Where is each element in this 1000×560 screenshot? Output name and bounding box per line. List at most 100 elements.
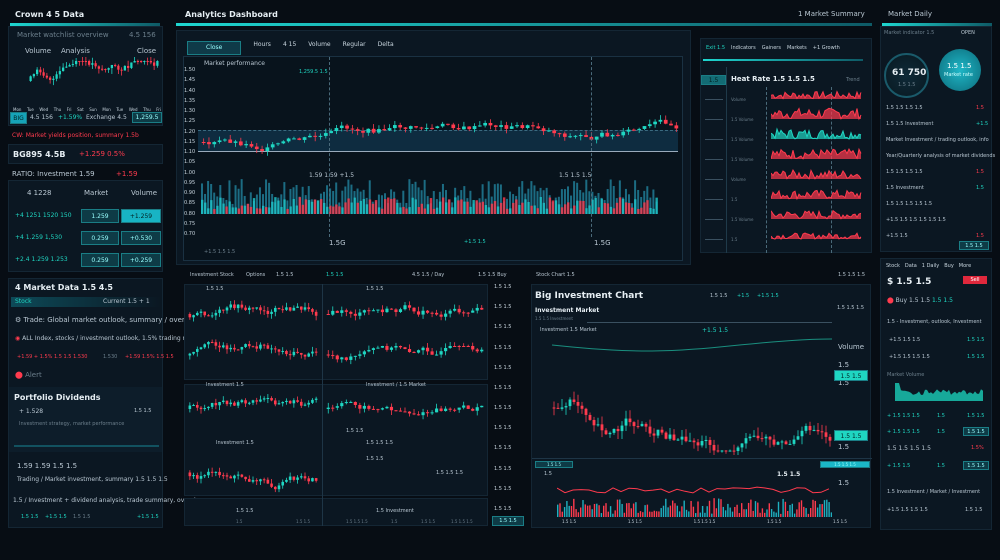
order-price: $ 1.5 1.5	[887, 277, 932, 287]
lower-tab[interactable]: 1.5 1.5 1.5	[820, 461, 870, 468]
big-badge[interactable]: BIG	[10, 112, 27, 124]
order-tab[interactable]: 1 Daily	[921, 263, 940, 269]
order-tab[interactable]: Data	[904, 263, 917, 269]
side-tab[interactable]: Indicators	[731, 45, 756, 51]
side-tab[interactable]: +1 Growth	[812, 45, 840, 51]
candle	[453, 409, 457, 411]
volume-bar	[646, 504, 649, 517]
volume-bar	[810, 508, 812, 517]
candle	[214, 402, 218, 406]
order-tabs: Stock Data 1 Daily Buy More	[886, 263, 971, 269]
side-tab[interactable]: Exit 1.5	[706, 45, 726, 51]
grid-axis-button[interactable]: 1.5 1.5	[492, 516, 524, 526]
volume-bar	[426, 204, 430, 214]
price-tag-button[interactable]: 1.5 1.5	[834, 370, 868, 381]
main-tab[interactable]: Regular	[342, 41, 366, 48]
indicator-row[interactable]: +1.5 1.5	[886, 233, 908, 239]
alert-row[interactable]: ⬤ Alert	[15, 371, 42, 379]
table-cell[interactable]: +1.259	[121, 209, 161, 223]
mini-tab[interactable]: Close	[137, 47, 157, 55]
main-tab[interactable]: Hours	[253, 41, 271, 48]
indicator-row[interactable]: 1.5 1.5 1.5 1.5	[886, 169, 923, 175]
table-cell[interactable]: +0.259	[121, 253, 161, 267]
volume-bar	[460, 199, 463, 214]
y-tick: Volume	[838, 343, 865, 351]
candle	[273, 348, 277, 350]
candle	[480, 405, 484, 408]
candle	[249, 144, 254, 147]
indicator-row[interactable]: Market Investment / trading outlook, inf…	[886, 137, 989, 143]
volume-bar	[570, 208, 573, 214]
indicator-row[interactable]: +1.5 1.5 1.5 1.5 1.5 1.5	[886, 217, 946, 223]
volume-bar	[228, 180, 231, 214]
x-tick: Fri	[66, 107, 72, 112]
candle	[367, 310, 371, 312]
order-tab[interactable]: More	[958, 263, 972, 269]
indicator-row[interactable]: 1.5 1.5 Investment	[886, 121, 934, 127]
y-tick: 0.80	[184, 210, 196, 217]
open-tag[interactable]: OPEN	[961, 30, 975, 36]
stat4-button[interactable]: 1,259.5	[132, 112, 162, 123]
main-tab[interactable]: Delta	[377, 41, 394, 48]
market-summary-link[interactable]: 1 Market Summary	[798, 10, 865, 18]
news-item[interactable]: ⚙ Trade: Global market outlook, summary …	[15, 316, 201, 324]
order-tab[interactable]: Buy	[944, 263, 954, 269]
table-row[interactable]: +4 1251 1520 150	[15, 212, 72, 219]
table-row[interactable]: +2.4 1.259 1.253	[15, 256, 68, 263]
candle	[192, 475, 195, 477]
mini-chart-grid: Investment Stock Options 1.5 1.5 1.5 1.5…	[176, 270, 526, 528]
volume-bar	[268, 207, 271, 214]
main-tab[interactable]: 4 15	[282, 41, 297, 48]
candle	[358, 354, 362, 356]
candle	[435, 312, 439, 315]
candle	[247, 479, 251, 482]
volume-bar	[463, 186, 466, 214]
x-tick: 1.5 1.5	[832, 519, 847, 524]
table-cell[interactable]: 1.259	[81, 209, 119, 223]
candle	[355, 129, 360, 131]
volume-bar	[750, 499, 752, 517]
candle	[199, 347, 203, 350]
side-tab[interactable]: Gainers	[761, 45, 781, 51]
candle	[188, 472, 192, 477]
indicator-row[interactable]: 1.5 1.5 1.5 1.5 1.5	[886, 201, 933, 207]
volume-bar	[469, 206, 472, 214]
candle	[299, 352, 303, 355]
volume-bar	[246, 203, 250, 214]
sell-button[interactable]: Sell	[963, 276, 987, 284]
indicator-row[interactable]: 1.5 Investment	[886, 185, 924, 191]
order-button[interactable]: 1.5 1.5	[963, 461, 989, 470]
side-tag[interactable]: 1.5	[701, 75, 726, 85]
volume-bar	[332, 206, 335, 214]
candle	[768, 436, 772, 440]
candle	[520, 125, 525, 128]
order-tab[interactable]: Stock	[886, 263, 900, 269]
candle	[266, 345, 270, 349]
volume-bar	[651, 511, 653, 517]
candle	[453, 346, 457, 347]
candle	[285, 350, 288, 355]
table-row[interactable]: +4 1.259 1,530	[15, 234, 63, 241]
lower-tab[interactable]: 1.5 1.5	[535, 461, 573, 468]
side-area	[771, 233, 861, 239]
volume-bar	[780, 513, 782, 517]
indicator-row[interactable]: Year/Quarterly analysis of market divide…	[886, 153, 996, 159]
volume-bar	[344, 202, 347, 214]
row-button[interactable]: 1.5 1.5	[959, 241, 989, 250]
table-cell[interactable]: 0.259	[81, 253, 119, 267]
candle	[425, 347, 430, 352]
side-tab[interactable]: Markets	[786, 45, 807, 51]
footer-value: +1.5 1.5	[464, 239, 486, 245]
volume-bar	[286, 200, 289, 214]
table-cell[interactable]: 0.259	[81, 231, 119, 245]
main-tab[interactable]: Volume	[308, 41, 331, 48]
news-item[interactable]: ◉ ALL Index, stocks / investment outlook…	[15, 335, 198, 342]
table-cell[interactable]: +0.530	[121, 231, 161, 245]
price-tag-button[interactable]: 1.5 1.5	[834, 430, 868, 441]
axis-tick: 1.5 1.5	[494, 284, 512, 290]
order-button[interactable]: 1.5 1.5	[963, 427, 989, 436]
mini-candle-chart	[29, 57, 159, 86]
main-tab[interactable]: Close	[187, 41, 242, 55]
candle	[592, 419, 596, 426]
indicator-row[interactable]: 1.5 1.5 1.5 1.5	[886, 105, 923, 111]
